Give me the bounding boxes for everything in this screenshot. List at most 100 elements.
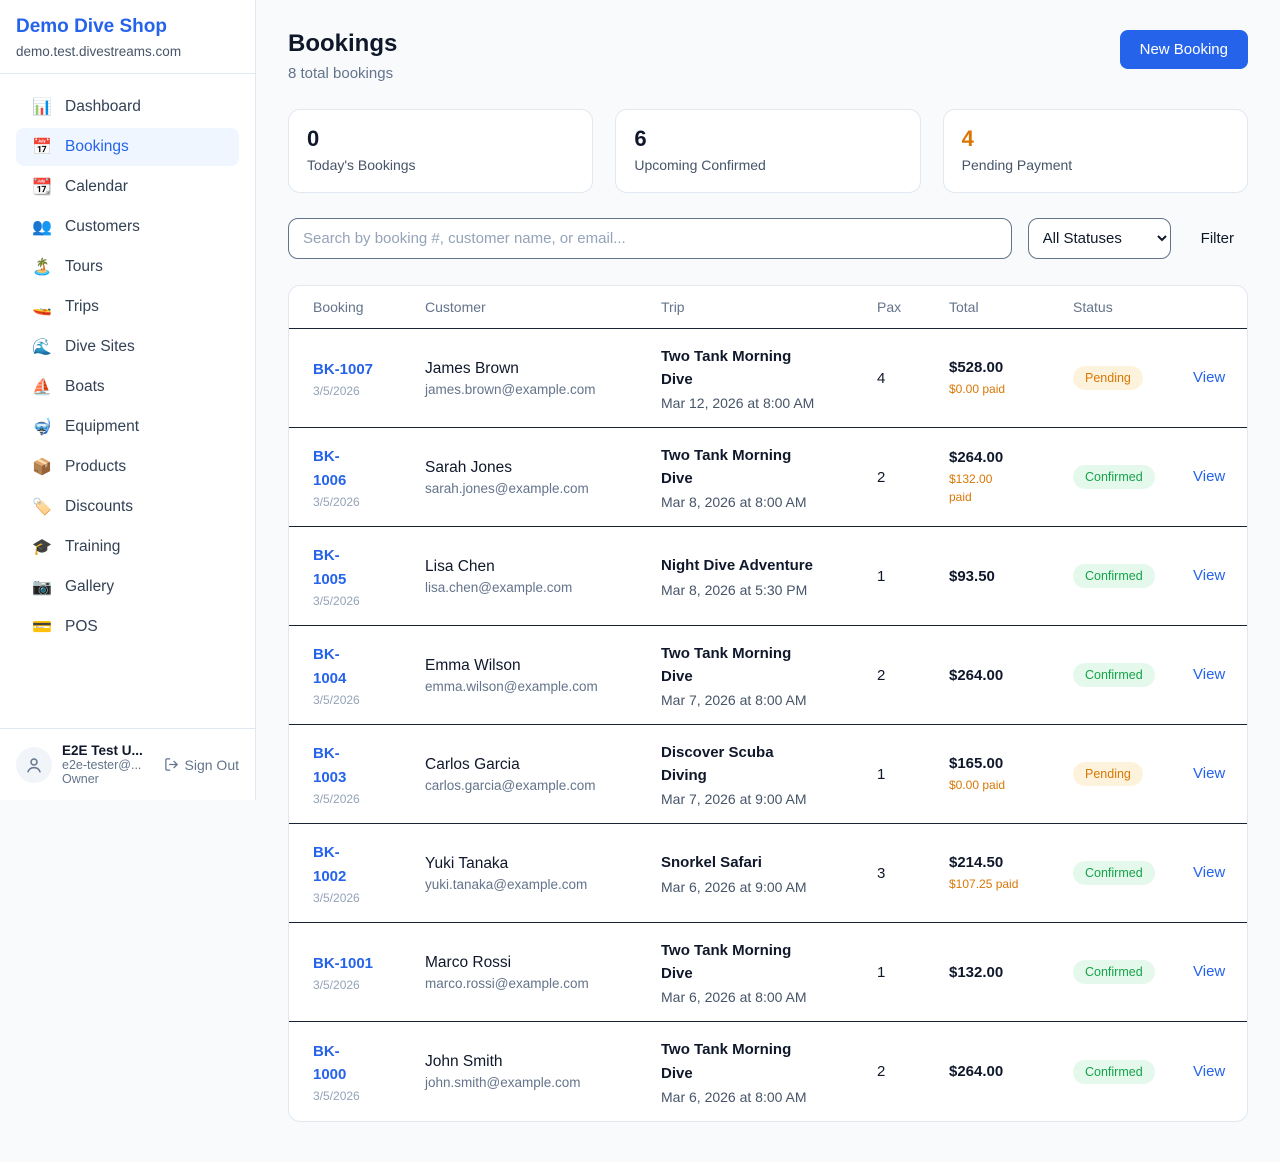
status-cell: Confirmed: [1073, 465, 1193, 489]
sidebar-item-training[interactable]: 🎓 Training: [32, 537, 121, 556]
sign-out-button[interactable]: Sign Out: [164, 757, 239, 773]
booking-ref-link[interactable]: BK- 1004: [313, 646, 347, 687]
sidebar-item-dive-sites[interactable]: 🌊 Dive Sites: [32, 337, 135, 356]
booking-ref-link[interactable]: BK- 1000: [313, 1042, 347, 1083]
trip-name: Snorkel Safari: [661, 854, 762, 872]
sidebar-item-customers[interactable]: 👥 Customers: [32, 217, 140, 236]
booking-ref-cell: BK- 1002 3/5/2026: [313, 841, 425, 905]
filter-button[interactable]: Filter: [1187, 230, 1248, 247]
sidebar-item-trips[interactable]: 🚤 Trips: [32, 297, 99, 316]
sidebar-item-dashboard[interactable]: 📊 Dashboard: [32, 97, 141, 116]
total-cell: $165.00 $0.00 paid: [949, 755, 1073, 794]
sidebar-item-bookings[interactable]: 📅 Bookings: [16, 127, 239, 166]
paid-amount: $0.00 paid: [949, 381, 1006, 396]
stat-value: 6: [634, 126, 647, 151]
stat-card: 4 Pending Payment: [942, 109, 1248, 193]
customer-name: Yuki Tanaka: [425, 854, 509, 872]
view-link[interactable]: View: [1193, 369, 1226, 386]
booking-ref-cell: BK-1007 3/5/2026: [313, 358, 425, 398]
table-row: BK- 1002 3/5/2026 Yuki Tanaka yuki.tanak…: [289, 824, 1247, 923]
trips-icon: 🚤: [32, 298, 52, 316]
total-cell: $264.00 $132.00 paid: [949, 449, 1073, 506]
view-link[interactable]: View: [1193, 765, 1226, 782]
column-header-trip: Trip: [661, 299, 685, 315]
view-link[interactable]: View: [1193, 963, 1226, 980]
paid-amount: $132.00 paid: [949, 471, 993, 504]
actions-cell: View: [1193, 666, 1225, 684]
equipment-icon: 🤿: [32, 418, 52, 436]
column-header-total: Total: [949, 299, 979, 315]
view-link[interactable]: View: [1193, 567, 1226, 584]
trip-name: Two Tank Morning Dive: [661, 446, 792, 487]
trip-time: Mar 6, 2026 at 9:00 AM: [661, 878, 807, 895]
boats-icon: ⛵: [32, 378, 52, 396]
new-booking-button[interactable]: New Booking: [1119, 30, 1248, 69]
gallery-icon: 📷: [32, 578, 52, 596]
customer-name: Sarah Jones: [425, 458, 513, 476]
status-cell: Confirmed: [1073, 861, 1193, 885]
sidebar-item-discounts[interactable]: 🏷️ Discounts: [32, 497, 134, 516]
view-link[interactable]: View: [1193, 468, 1226, 485]
column-header-pax: Pax: [877, 299, 902, 315]
pax-cell: 4: [877, 369, 886, 387]
actions-cell: View: [1193, 765, 1225, 783]
total-amount: $132.00: [949, 963, 1004, 981]
sign-out-label: Sign Out: [184, 756, 239, 773]
products-icon: 📦: [32, 458, 52, 476]
booking-ref-link[interactable]: BK-1001: [313, 954, 374, 972]
trip-name: Two Tank Morning Dive: [661, 347, 792, 388]
trip-time: Mar 12, 2026 at 8:00 AM: [661, 395, 815, 412]
booking-ref-cell: BK- 1006 3/5/2026: [313, 445, 425, 509]
customer-email: marco.rossi@example.com: [425, 975, 589, 991]
booking-ref-link[interactable]: BK- 1006: [313, 448, 347, 489]
customer-name: John Smith: [425, 1053, 503, 1070]
actions-cell: View: [1193, 963, 1225, 981]
sidebar-item-pos[interactable]: 💳 POS: [32, 617, 98, 636]
sidebar-item-gallery[interactable]: 📷 Gallery: [32, 577, 115, 596]
booking-ref-link[interactable]: BK- 1002: [313, 844, 347, 885]
stat-value: 4: [961, 126, 974, 151]
pax-cell: 2: [877, 468, 886, 486]
pax-cell: 1: [877, 765, 886, 783]
total-cell: $264.00: [949, 667, 1073, 684]
booking-ref-link[interactable]: BK- 1003: [313, 745, 347, 786]
customer-cell: Marco Rossi marco.rossi@example.com: [425, 954, 661, 991]
discounts-icon: 🏷️: [32, 498, 52, 516]
paid-amount: $0.00 paid: [949, 777, 1006, 792]
table-row: BK- 1005 3/5/2026 Lisa Chen lisa.chen@ex…: [289, 527, 1247, 626]
status-select[interactable]: All Statuses: [1027, 218, 1171, 259]
status-cell: Pending: [1073, 762, 1193, 786]
avatar: [16, 746, 52, 783]
sidebar-item-tours[interactable]: 🏝️ Tours: [32, 257, 103, 276]
table-row: BK-1007 3/5/2026 James Brown james.brown…: [289, 329, 1247, 428]
booking-ref-link[interactable]: BK- 1005: [313, 547, 347, 588]
tours-icon: 🏝️: [32, 258, 52, 276]
bookings-icon: 📅: [32, 138, 52, 156]
trip-cell: Two Tank Morning Dive Mar 12, 2026 at 8:…: [661, 345, 877, 412]
sidebar-item-boats[interactable]: ⛵ Boats: [32, 377, 105, 396]
customer-cell: Sarah Jones sarah.jones@example.com: [425, 459, 661, 496]
customer-name: Lisa Chen: [425, 557, 495, 575]
sidebar-item-calendar[interactable]: 📆 Calendar: [32, 177, 128, 196]
filter-row: All Statuses Filter: [288, 218, 1248, 259]
pax-cell: 2: [877, 666, 886, 684]
trip-time: Mar 6, 2026 at 8:00 AM: [661, 989, 807, 1006]
stat-label: Upcoming Confirmed: [634, 157, 766, 174]
status-badge: Confirmed: [1073, 960, 1155, 984]
view-link[interactable]: View: [1193, 1062, 1226, 1080]
column-header-status: Status: [1073, 299, 1113, 315]
stat-value: 0: [307, 126, 320, 151]
trip-cell: Two Tank Morning Dive Mar 7, 2026 at 8:0…: [661, 642, 877, 709]
total-amount: $264.00: [949, 448, 1004, 466]
stat-label: Today's Bookings: [307, 157, 416, 174]
view-link[interactable]: View: [1193, 666, 1226, 683]
status-badge: Confirmed: [1073, 1059, 1155, 1084]
sidebar-item-products[interactable]: 📦 Products: [32, 457, 127, 476]
booking-ref-link[interactable]: BK-1007: [313, 360, 374, 378]
search-input[interactable]: [288, 218, 1012, 259]
customer-cell: Yuki Tanaka yuki.tanaka@example.com: [425, 855, 661, 892]
view-link[interactable]: View: [1193, 864, 1226, 881]
customer-cell: Lisa Chen lisa.chen@example.com: [425, 558, 661, 595]
total-cell: $93.50: [949, 568, 1073, 585]
sidebar-item-equipment[interactable]: 🤿 Equipment: [32, 417, 140, 436]
